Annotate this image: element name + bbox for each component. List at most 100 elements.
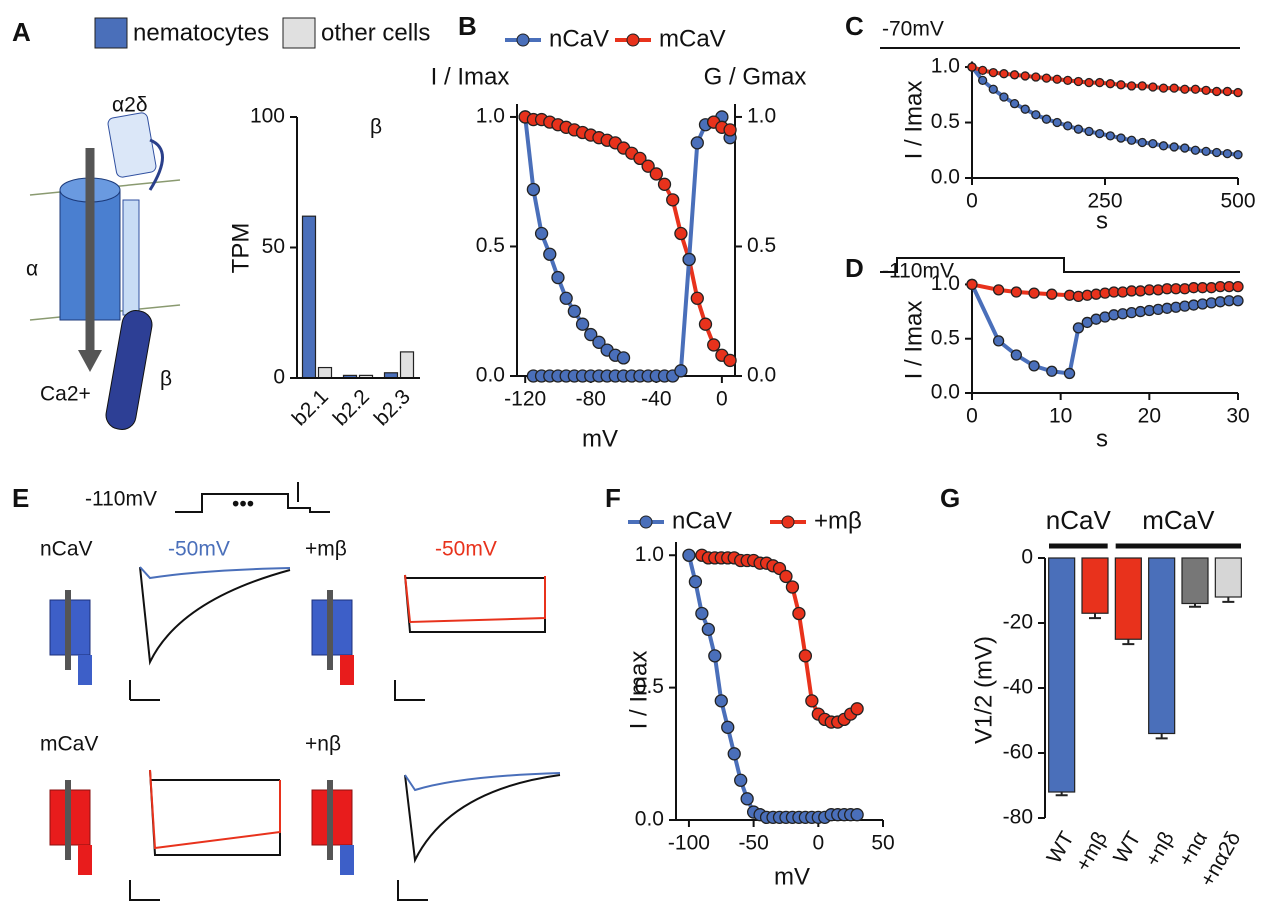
data-point [559, 291, 573, 305]
data-point [701, 622, 715, 637]
legend-marker [639, 515, 653, 529]
y-tick-label: 1.0 [931, 55, 960, 78]
legend-swatch [282, 17, 316, 49]
trace [139, 566, 291, 666]
panel-letters: A B C D E F G [12, 11, 960, 513]
data-point [992, 284, 1005, 296]
data-point [1009, 70, 1020, 80]
legend-label: nematocytes [133, 19, 269, 46]
label: α2δ [112, 94, 148, 117]
protocol-trace [175, 493, 330, 513]
x-tick-label: -100 [668, 832, 710, 855]
row-label: +mβ [305, 538, 347, 561]
data-point [682, 252, 696, 267]
data-point [1137, 137, 1147, 148]
panel-letter: C [845, 11, 864, 41]
data-point [698, 317, 713, 331]
group-label: mCaV [1142, 505, 1215, 535]
data-point [1222, 86, 1233, 97]
data-point [1084, 77, 1094, 88]
data-point [1190, 145, 1201, 155]
y-tick-label: 0 [1021, 546, 1033, 569]
annotation: -70mV [882, 18, 944, 41]
x-tick-label: 500 [1220, 190, 1255, 213]
data-point [1201, 85, 1211, 95]
bar [1214, 557, 1242, 598]
trace [404, 574, 546, 624]
data-point [1052, 74, 1062, 84]
data-point [850, 808, 864, 822]
series-line [970, 65, 1239, 157]
data-point [798, 649, 813, 663]
data-point [1020, 104, 1030, 114]
ca-arrowhead [78, 350, 102, 372]
y-tick-label: -80 [1003, 806, 1033, 829]
y-tick-label: 0.5 [747, 234, 776, 257]
data-point [1046, 365, 1058, 377]
data-point [1063, 75, 1073, 86]
legend-marker [781, 515, 795, 529]
data-point [543, 247, 557, 261]
bar [301, 215, 317, 379]
legend-swatch [94, 17, 128, 49]
channel-icons [49, 590, 354, 875]
bar [1081, 557, 1109, 614]
data-point [740, 792, 754, 806]
data-point [1233, 150, 1243, 160]
legend-label: nCaV [549, 25, 609, 52]
data-point [1095, 128, 1105, 139]
data-point [1020, 71, 1030, 81]
beta-subunit [105, 310, 153, 430]
data-point [1137, 81, 1147, 91]
trace [404, 772, 561, 792]
data-point [616, 351, 631, 365]
data-point [1009, 99, 1020, 109]
bar [399, 351, 415, 379]
data-point [1233, 87, 1243, 98]
data-point [999, 69, 1009, 79]
series-line [686, 554, 858, 820]
data-point [977, 75, 988, 86]
y-tick-label: 0.5 [931, 110, 960, 133]
data-point [1169, 142, 1179, 152]
data-point [1105, 79, 1115, 89]
data-point [977, 65, 988, 76]
x-axis-title: mV [582, 425, 618, 452]
panel-letter: A [12, 17, 31, 47]
y-tick-label: 0.5 [931, 326, 960, 349]
panel-letter: B [458, 11, 477, 41]
y-tick-label: 0.0 [635, 808, 664, 831]
data-point [1028, 287, 1040, 299]
data-point [708, 649, 722, 663]
data-point [688, 575, 703, 589]
data-point [1148, 82, 1158, 92]
icon-arrow [65, 590, 333, 860]
data-point [1105, 131, 1115, 141]
legend-label: +mβ [814, 507, 862, 534]
data-point [1116, 80, 1126, 90]
data-point [1148, 138, 1158, 149]
y-tick-label: 0 [273, 366, 285, 389]
data-point [988, 67, 998, 78]
data-point [666, 193, 680, 207]
scale-bar [394, 680, 425, 701]
x-tick-label: -120 [504, 388, 546, 411]
y-tick-label: 0.0 [476, 364, 505, 387]
data-point [1031, 110, 1041, 120]
panel-letter: E [12, 483, 29, 513]
data-point [1126, 81, 1137, 91]
x-tick-label: WT [1109, 828, 1145, 868]
x-tick-label: 0 [812, 832, 824, 855]
scale-bar [397, 880, 428, 901]
data-point [992, 335, 1005, 347]
x-tick-label: -40 [641, 388, 671, 411]
data-point [723, 123, 737, 137]
data-point [633, 151, 647, 166]
row-label: nCaV [40, 538, 93, 561]
data-point [1073, 76, 1084, 87]
data-point [966, 278, 978, 291]
data-point [792, 606, 806, 621]
data-point [674, 226, 688, 241]
bar [1148, 557, 1176, 735]
